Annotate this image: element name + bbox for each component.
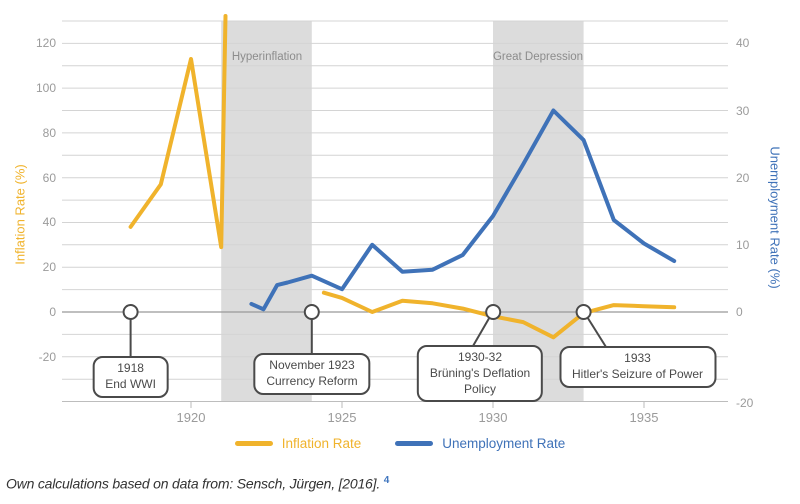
x-axis-tick-label: 1935 (629, 410, 659, 425)
annotation-box-end-wwi: 1918 End WWI (92, 356, 169, 398)
x-axis-tick-label: 1920 (176, 410, 206, 425)
band-1 (493, 21, 584, 402)
left-axis-tick-label: 0 (49, 305, 56, 319)
annotation-leader-bruening-deflation (472, 316, 491, 347)
annotation-text-line: 1933 (624, 351, 651, 365)
annotation-text-line: End WWI (105, 376, 156, 391)
event-marker-currency-reform (303, 304, 320, 320)
legend-item-unemployment: Unemployment Rate (395, 436, 565, 451)
left-axis-tick-label: -20 (38, 350, 56, 364)
annotation-box-currency-reform: November 1923 Currency Reform (253, 353, 371, 395)
left-axis-tick-label: 100 (35, 81, 56, 95)
annotation-text-line: November 1923 (269, 358, 355, 372)
band-label: Hyperinflation (231, 51, 303, 63)
right-axis-tick-label: 20 (736, 171, 750, 185)
inflation-line-1918-1921 (128, 14, 228, 250)
band-0 (221, 21, 312, 402)
annotation-text-line: Currency Reform (266, 373, 358, 388)
band-label: Great Depression (492, 51, 584, 63)
right-axis-title: Unemployment Rate (%) (767, 146, 783, 289)
legend-item-inflation: Inflation Rate (234, 436, 362, 451)
left-axis-tick-label: 120 (35, 36, 56, 50)
annotation-text-line: Brüning's Deflation (429, 365, 531, 380)
left-axis-tick-label: 80 (42, 126, 56, 140)
right-axis-tick-label: 0 (736, 305, 743, 319)
annotation-text-line: 1918 (117, 361, 144, 375)
inflation-line-swatch (234, 441, 273, 446)
event-marker-bruening-deflation (485, 304, 502, 320)
event-marker-end-wwi (122, 304, 139, 320)
legend-label-unemployment: Unemployment Rate (442, 436, 566, 451)
left-axis-tick-label: 60 (42, 171, 56, 185)
left-axis-tick-label: 20 (42, 260, 56, 274)
annotation-box-bruening-deflation: 1930-32 Brüning's Deflation Policy (416, 345, 544, 403)
left-axis-title: Inflation Rate (%) (12, 164, 28, 265)
left-axis-tick-label: 40 (42, 215, 56, 229)
source-caption-text: Own calculations based on data from: Sen… (6, 475, 381, 492)
legend: Inflation Rate Unemployment Rate (0, 436, 800, 451)
annotation-text-line: Hitler's Seizure of Power (571, 366, 704, 381)
footnote-reference-link[interactable]: 4 (383, 475, 390, 486)
right-axis-tick-label: 40 (736, 36, 750, 50)
unemployment-line-swatch (395, 441, 434, 446)
x-axis-tick-label: 1925 (327, 410, 357, 425)
right-axis-tick-label: 30 (736, 104, 750, 118)
annotation-box-hitler-seizure: 1933 Hitler's Seizure of Power (558, 346, 717, 388)
source-caption: Own calculations based on data from: Sen… (6, 475, 389, 492)
right-axis-tick-label: 10 (736, 238, 750, 252)
annotation-text-line: Policy (463, 381, 497, 396)
legend-label-inflation: Inflation Rate (281, 436, 362, 451)
annotation-text-line: 1930-32 (457, 350, 503, 364)
event-marker-hitler-seizure (575, 304, 592, 320)
right-axis-tick-label: -20 (736, 396, 754, 410)
unemployment-line (249, 108, 677, 312)
x-axis-tick-label: 1930 (478, 410, 508, 425)
annotation-leader-hitler-seizure (586, 316, 607, 348)
